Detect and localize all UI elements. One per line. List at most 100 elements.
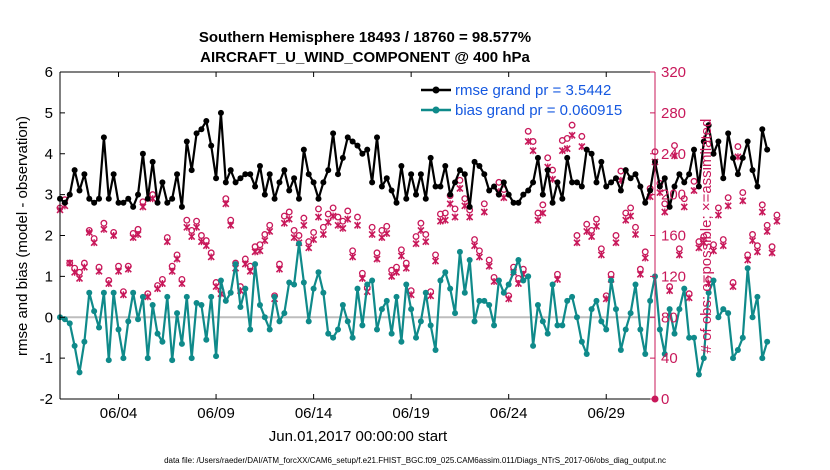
bias-point — [456, 248, 463, 255]
obs-assimilated-marker — [256, 247, 264, 255]
obs-possible-marker — [671, 142, 678, 150]
rmse-point — [217, 109, 224, 116]
rmse-point — [754, 183, 761, 190]
rmse-point — [642, 199, 649, 206]
x-tick-label: 06/04 — [100, 405, 138, 422]
bias-point — [627, 310, 634, 317]
rmse-point — [139, 150, 146, 157]
rmse-point — [705, 122, 712, 129]
rmse-point — [164, 199, 171, 206]
bias-point — [61, 316, 68, 323]
obs-assimilated-marker — [690, 186, 698, 195]
rmse-point — [666, 203, 673, 210]
bias-point — [573, 314, 580, 321]
bias-point — [710, 277, 717, 284]
obs-possible-marker — [739, 189, 747, 197]
bias-point — [135, 316, 142, 323]
obs-assimilated-marker — [349, 253, 357, 261]
bias-point — [183, 293, 190, 300]
rmse-point — [573, 179, 580, 186]
bias-point — [130, 289, 137, 296]
obs-possible-marker — [768, 243, 776, 251]
bias-point — [539, 318, 546, 325]
rmse-point — [183, 138, 190, 145]
obs-possible-marker — [441, 209, 449, 217]
rmse-point — [135, 191, 142, 198]
obs-assimilated-marker — [539, 209, 547, 217]
bias-point — [525, 273, 532, 280]
x-axis-label: Jun.01,2017 00:00:00 start — [269, 428, 448, 445]
rmse-point — [739, 154, 746, 161]
obs-assimilated-marker — [344, 215, 352, 223]
obs-assimilated-marker — [334, 221, 342, 229]
bias-point — [656, 326, 663, 333]
bias-point — [486, 301, 493, 308]
bias-point — [388, 330, 395, 337]
obs-assimilated-marker — [305, 244, 313, 252]
obs-assimilated-marker — [412, 240, 420, 248]
obs-assimilated-marker — [461, 202, 469, 210]
obs-assimilated-marker — [446, 200, 454, 208]
bias-point — [378, 306, 385, 313]
rmse-point — [456, 167, 463, 174]
rmse-point — [393, 199, 400, 206]
obs-assimilated-marker — [553, 275, 562, 284]
obs-possible-marker — [422, 231, 430, 238]
obs-assimilated-marker — [714, 211, 722, 219]
bias-point — [637, 326, 644, 333]
rmse-point — [71, 167, 78, 174]
bias-point — [237, 304, 244, 311]
bias-point — [295, 240, 302, 247]
rmse-point — [276, 179, 283, 186]
rmse-point — [130, 203, 137, 210]
rmse-point — [695, 183, 702, 190]
obs-possible-marker — [773, 211, 781, 219]
obs-possible-marker — [539, 201, 547, 209]
obs-assimilated-marker — [490, 277, 498, 286]
bias-point — [510, 269, 517, 276]
obs-assimilated-marker — [427, 292, 435, 300]
obs-assimilated-marker — [470, 242, 479, 250]
rmse-point — [715, 138, 722, 145]
bias-point — [730, 355, 737, 362]
obs-assimilated-marker — [261, 237, 269, 245]
obs-assimilated-marker — [475, 253, 483, 261]
bias-point — [666, 306, 673, 313]
bias-point — [437, 277, 444, 284]
rmse-series — [57, 109, 771, 210]
bias-point — [681, 285, 688, 292]
rmse-point — [432, 183, 439, 190]
obs-assimilated-marker — [368, 230, 376, 239]
rmse-point — [637, 183, 644, 190]
bias-point — [374, 326, 381, 333]
rmse-point — [671, 183, 678, 190]
obs-assimilated-marker — [744, 256, 752, 264]
rmse-point — [730, 154, 737, 161]
obs-possible-marker — [753, 242, 761, 250]
rmse-point — [476, 163, 483, 170]
obs-possible-marker — [290, 226, 298, 234]
obs-assimilated-marker — [534, 216, 542, 224]
y-tick-label-right: 240 — [661, 146, 686, 163]
rmse-point — [505, 191, 512, 198]
bias-point — [554, 322, 561, 329]
bias-point — [188, 355, 195, 362]
obs-possible-marker — [329, 204, 337, 212]
bias-point — [305, 318, 312, 325]
bias-point — [178, 340, 185, 347]
obs-possible-marker — [612, 232, 620, 239]
obs-possible-marker — [714, 204, 722, 212]
obs-possible-marker — [183, 216, 191, 224]
obs-assimilated-marker — [383, 229, 391, 238]
obs-possible-marker — [354, 213, 361, 221]
y-tick-label-right: 200 — [661, 187, 686, 204]
bias-point — [661, 351, 668, 358]
rmse-point — [408, 171, 415, 178]
bias-point — [300, 279, 307, 286]
obs-possible-marker — [417, 219, 425, 227]
obs-assimilated-marker — [85, 228, 93, 237]
bias-point — [325, 330, 332, 337]
obs-assimilated-marker — [758, 208, 766, 216]
rmse-point — [534, 154, 541, 161]
rmse-point — [442, 163, 449, 170]
